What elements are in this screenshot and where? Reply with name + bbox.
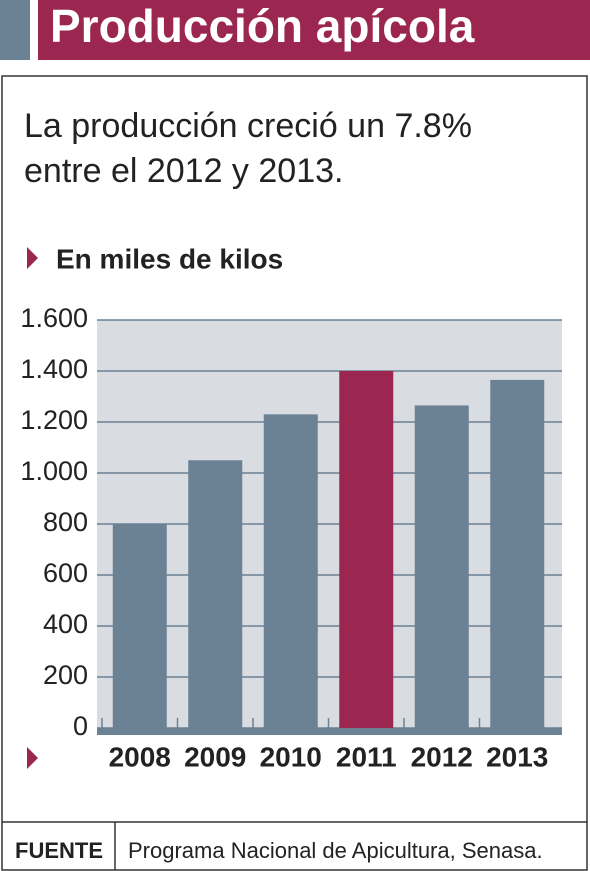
y-tick-label: 800	[43, 507, 88, 537]
source-label: FUENTE	[15, 838, 103, 863]
x-tick-label: 2009	[184, 741, 246, 772]
y-tick-label: 0	[73, 711, 88, 741]
y-tick-label: 400	[43, 609, 88, 639]
y-tick-label: 1.400	[20, 354, 88, 384]
x-tick-label: 2013	[486, 741, 548, 772]
y-tick-label: 600	[43, 558, 88, 588]
y-tick-label: 200	[43, 660, 88, 690]
bar	[414, 405, 469, 728]
frame	[1, 75, 588, 871]
bar	[188, 460, 243, 728]
marker	[27, 747, 38, 769]
y-tick-label: 1.600	[20, 303, 88, 333]
bar	[490, 379, 545, 728]
subtitle: La producción creció un 7.8% entre el 20…	[24, 107, 472, 190]
bar	[112, 524, 167, 728]
header-block	[0, 0, 30, 60]
x-tick-label: 2010	[260, 741, 322, 772]
y-tick-label: 1.200	[20, 405, 88, 435]
marker	[27, 247, 38, 269]
y-tick-label: 1.000	[20, 456, 88, 486]
unit-label: En miles de kilos	[56, 243, 283, 274]
bar	[263, 414, 318, 728]
header-bar	[38, 0, 590, 60]
bar	[339, 371, 394, 728]
source: Programa Nacional de Apicultura, Senasa.	[128, 838, 543, 863]
chart-title: Producción apícola	[50, 0, 475, 52]
x-tick-label: 2008	[109, 741, 171, 772]
x-tick-label: 2012	[411, 741, 473, 772]
x-tick-label: 2011	[336, 741, 397, 772]
baseline-strip	[97, 728, 562, 735]
